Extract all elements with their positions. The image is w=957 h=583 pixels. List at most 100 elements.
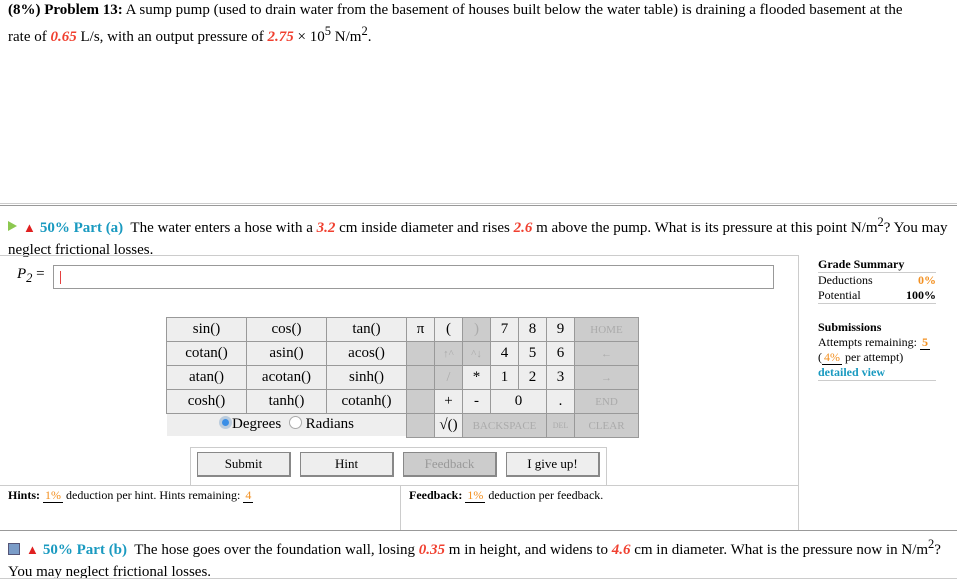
key-9[interactable]: 9 [546,317,575,342]
key-7[interactable]: 7 [490,317,519,342]
key-blank [406,413,435,438]
degrees-radio[interactable] [219,416,233,430]
key-2[interactable]: 2 [518,365,547,390]
equals: = [32,266,45,282]
deductions-label: Deductions [818,273,873,287]
detailed-view-link[interactable]: detailed view [818,365,885,379]
key-asin[interactable]: asin() [246,341,327,366]
function-keypad: sin() cos() tan() cotan() asin() acos() atan… [166,317,407,436]
expand-triangle-icon[interactable] [8,221,17,231]
potential-row: Potential 100% [818,288,936,304]
grade-summary-title: Grade Summary [818,257,936,273]
divider [0,203,957,204]
key-backspace[interactable]: BACKSPACE [462,413,547,438]
key-del[interactable]: DEL [546,413,575,438]
radians-radio[interactable] [288,416,302,430]
exponent: 5 [324,24,332,38]
key-atan[interactable]: atan() [166,365,247,390]
per-attempt-deduction: 4% [822,350,842,365]
key-dot[interactable]: . [546,389,575,414]
potential-value: 100% [906,288,936,302]
diameter-value: 4.6 [611,542,631,558]
key-pi[interactable]: π [406,317,435,342]
feedback-info: Feedback: 1% deduction per feedback. [409,488,603,503]
key-sinh[interactable]: sinh() [326,365,407,390]
subscript: 2 [26,271,33,285]
part-a-label: Part (a) [73,220,124,236]
key-cosh[interactable]: cosh() [166,389,247,414]
key-3[interactable]: 3 [546,365,575,390]
part-a-text: cm inside diameter and rises [339,220,510,236]
grade-summary: Grade Summary Deductions 0% Potential 100%… [818,257,936,381]
key-acos[interactable]: acos() [326,341,407,366]
feedback-deduction: 1% [465,488,486,503]
key-sqrt[interactable]: √() [434,413,463,438]
key-rparen[interactable]: ) [462,317,491,342]
key-tan[interactable]: tan() [326,317,407,342]
part-a-text: ? You may neglect frictional losses. [8,220,948,258]
key-plus[interactable]: + [434,389,463,414]
height-loss-value: 0.35 [418,542,446,558]
per-attempt-text: per attempt) [845,350,904,364]
part-b-label: Part (b) [76,542,128,558]
answer-input[interactable]: | [53,265,774,289]
problem-text: A sump pump (used to drain water from th… [8,2,903,45]
feedback-text: deduction per feedback. [488,488,604,502]
radians-label: Radians [305,416,354,433]
height-value: 2.6 [513,220,533,236]
potential-label: Potential [818,288,861,302]
exponent: 2 [928,537,935,551]
key-sin[interactable]: sin() [166,317,247,342]
hint-button[interactable]: Hint [300,452,394,477]
key-right[interactable]: → [574,365,639,390]
key-up[interactable]: ↑^ [434,341,463,366]
key-multiply[interactable]: * [462,365,491,390]
submissions-title: Submissions [818,320,882,334]
angle-mode: Degrees Radians [166,413,407,436]
key-blank [406,365,435,390]
divider [400,485,401,530]
problem-text: × 10 [297,29,325,45]
key-clear[interactable]: CLEAR [574,413,639,438]
key-0[interactable]: 0 [490,389,547,414]
hints-info: Hints: 1% deduction per hint. Hints rema… [8,488,254,503]
collapse-icon[interactable] [8,543,20,555]
key-left[interactable]: ← [574,341,639,366]
feedback-label: Feedback: [409,488,463,502]
key-cos[interactable]: cos() [246,317,327,342]
problem-text: L/s, with an output pressure of [80,29,264,45]
rate-value: 0.65 [50,29,77,45]
numeric-keypad: π() 7 8 9 HOME ↑^ ^↓ 4 5 6 ← / * 1 2 3 → + -0. END √() BA… [406,317,639,438]
feedback-button[interactable]: Feedback [403,452,497,477]
part-a-panel [0,205,957,531]
key-5[interactable]: 5 [518,341,547,366]
key-cotan[interactable]: cotan() [166,341,247,366]
hints-text: deduction per hint. Hints remaining: [66,488,241,502]
key-4[interactable]: 4 [490,341,519,366]
key-divide[interactable]: / [434,365,463,390]
part-b-text: ? You may neglect frictional losses. [8,542,941,580]
key-home[interactable]: HOME [574,317,639,342]
warning-icon: ▲ [26,542,39,557]
attempts-value: 5 [919,335,930,350]
key-1[interactable]: 1 [490,365,519,390]
hint-deduction: 1% [43,488,64,503]
paren: ( [818,350,822,364]
give-up-button[interactable]: I give up! [506,452,600,477]
submit-button[interactable]: Submit [197,452,291,477]
key-blank [406,389,435,414]
key-6[interactable]: 6 [546,341,575,366]
part-b-text: m in height, and widens to [448,542,608,558]
key-acotan[interactable]: acotan() [246,365,327,390]
key-8[interactable]: 8 [518,317,547,342]
period: . [367,29,372,45]
key-lparen[interactable]: ( [434,317,463,342]
key-cotanh[interactable]: cotanh() [326,389,407,414]
part-a-text: m above the pump. What is its pressure a… [536,220,878,236]
key-down[interactable]: ^↓ [462,341,491,366]
diameter-value: 3.2 [316,220,336,236]
key-minus[interactable]: - [462,389,491,414]
key-tanh[interactable]: tanh() [246,389,327,414]
problem-statement: (8%) Problem 13: A sump pump (used to dr… [8,0,908,48]
key-end[interactable]: END [574,389,639,414]
